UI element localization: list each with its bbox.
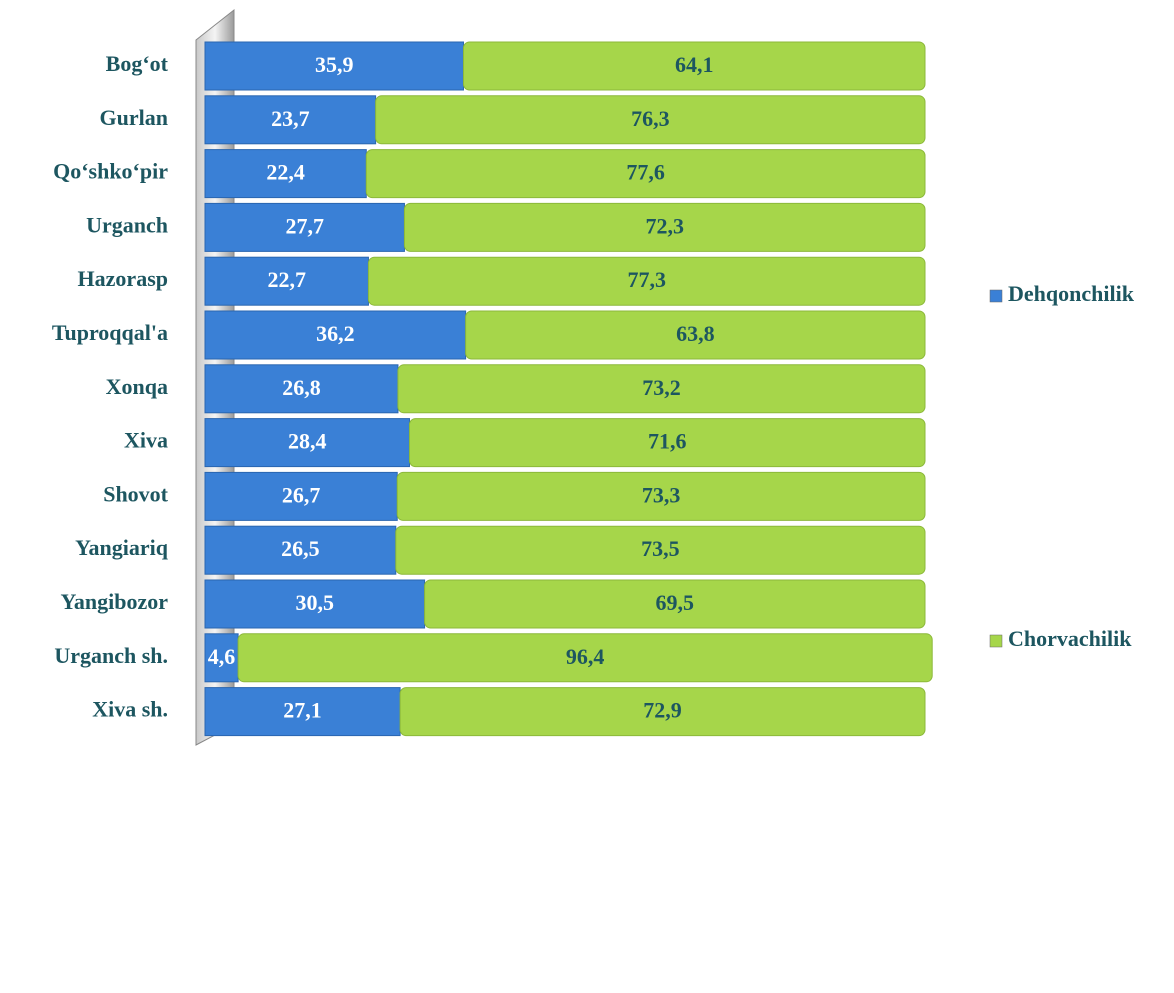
- bar-segment: [204, 633, 239, 683]
- bar-segment: [396, 471, 926, 521]
- data-label: 72,9: [643, 698, 682, 723]
- bar-segment: [237, 633, 933, 683]
- data-label: 28,4: [288, 429, 327, 454]
- y-tick-label: Qo‘shko‘pir: [53, 159, 168, 184]
- data-label: 35,9: [315, 52, 354, 77]
- data-label: 27,1: [283, 698, 322, 723]
- bar-segment: [204, 149, 367, 199]
- data-label: 77,3: [627, 267, 666, 292]
- data-label: 69,5: [656, 590, 695, 615]
- data-label: 73,5: [641, 536, 680, 561]
- bar-segment: [204, 525, 397, 575]
- y-tick-label: Urganch: [86, 212, 168, 237]
- legend-label: Chorvachilik: [1008, 626, 1132, 651]
- data-label: 73,2: [642, 375, 681, 400]
- bar-segment: [204, 41, 464, 91]
- legend-label: Dehqonchilik: [1008, 281, 1135, 306]
- bar-segment: [395, 525, 926, 575]
- bar-segment: [365, 149, 926, 199]
- data-label: 77,6: [626, 160, 665, 185]
- data-label: 63,8: [676, 321, 715, 346]
- bar-segment: [462, 41, 926, 91]
- data-label: 22,7: [267, 267, 306, 292]
- legend-swatch: [989, 634, 1003, 648]
- y-tick-label: Tuproqqal'a: [52, 320, 168, 345]
- data-label: 72,3: [645, 213, 684, 238]
- bar-segment: [204, 310, 467, 360]
- data-label: 64,1: [675, 52, 714, 77]
- data-label: 4,6: [208, 644, 236, 669]
- data-label: 96,4: [566, 644, 605, 669]
- bar-segment: [204, 579, 426, 629]
- bar-segment: [403, 202, 926, 252]
- bar-segment: [465, 310, 926, 360]
- data-label: 36,2: [316, 321, 355, 346]
- bar-segment: [204, 418, 410, 468]
- bar-segment: [204, 202, 405, 252]
- data-label: 73,3: [642, 482, 681, 507]
- data-label: 26,5: [281, 536, 320, 561]
- bar-segment: [367, 256, 926, 306]
- bar-segment: [408, 418, 926, 468]
- bar-segment: [204, 256, 369, 306]
- y-tick-label: Yangibozor: [60, 589, 168, 614]
- bar-segment: [397, 364, 926, 414]
- data-label: 71,6: [648, 429, 687, 454]
- y-tick-label: Xonqa: [106, 374, 168, 399]
- y-tick-label: Urganch sh.: [54, 643, 168, 668]
- data-label: 23,7: [271, 106, 310, 131]
- y-tick-label: Yangiariq: [75, 535, 169, 560]
- y-tick-label: Xiva: [124, 428, 168, 453]
- y-tick-label: Xiva sh.: [92, 697, 168, 722]
- bar-segment: [204, 364, 399, 414]
- bar-segment: [399, 687, 926, 737]
- data-label: 30,5: [296, 590, 335, 615]
- data-label: 22,4: [266, 160, 305, 185]
- y-tick-label: Hazorasp: [78, 266, 168, 291]
- bar-segment: [424, 579, 926, 629]
- data-label: 26,7: [282, 482, 321, 507]
- legend-swatch: [989, 289, 1003, 303]
- y-tick-label: Bog‘ot: [106, 51, 169, 76]
- y-tick-label: Gurlan: [100, 105, 168, 130]
- data-label: 26,8: [282, 375, 321, 400]
- y-tick-label: Shovot: [103, 481, 168, 506]
- bar-segment: [204, 687, 401, 737]
- bar-segment: [375, 95, 926, 145]
- data-label: 27,7: [285, 213, 324, 238]
- data-label: 76,3: [631, 106, 670, 131]
